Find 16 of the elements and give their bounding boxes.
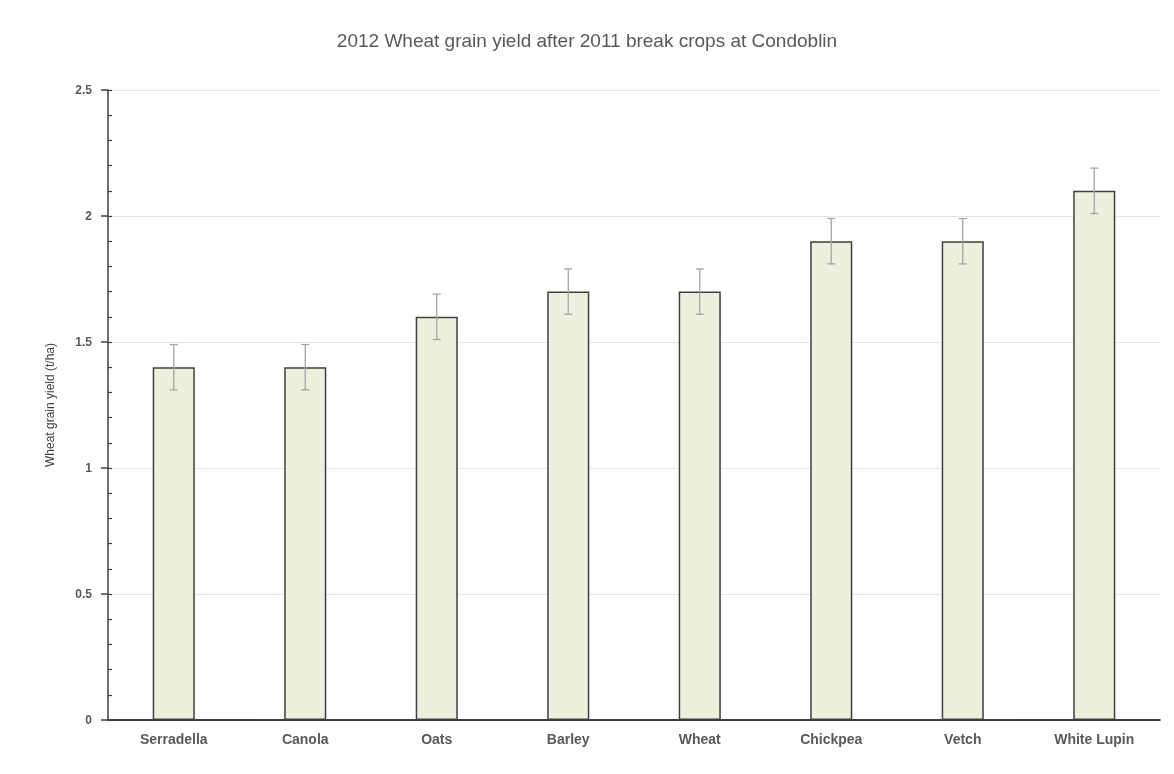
y-tick-label: 0 [85, 713, 93, 727]
y-axis-title: Wheat grain yield (t/ha) [43, 342, 57, 468]
x-tick-label: White Lupin [1054, 731, 1135, 747]
x-tick-label: Canola [281, 731, 329, 747]
y-tick-label: 1.5 [75, 335, 93, 349]
x-tick-label: Barley [546, 731, 590, 747]
chart-title: 2012 Wheat grain yield after 2011 break crops at Condoblin [336, 30, 838, 51]
x-tick-label: Wheat [678, 731, 722, 747]
x-tick-label: Vetch [944, 731, 982, 747]
y-tick-label: 1 [85, 461, 93, 475]
y-tick-label: 2 [85, 209, 93, 223]
x-tick-label: Oats [421, 731, 453, 747]
y-tick-label: 2.5 [75, 83, 93, 97]
y-tick-label: 0.5 [75, 587, 93, 601]
x-tick-label: Serradella [139, 731, 208, 747]
x-tick-label: Chickpea [800, 731, 863, 747]
